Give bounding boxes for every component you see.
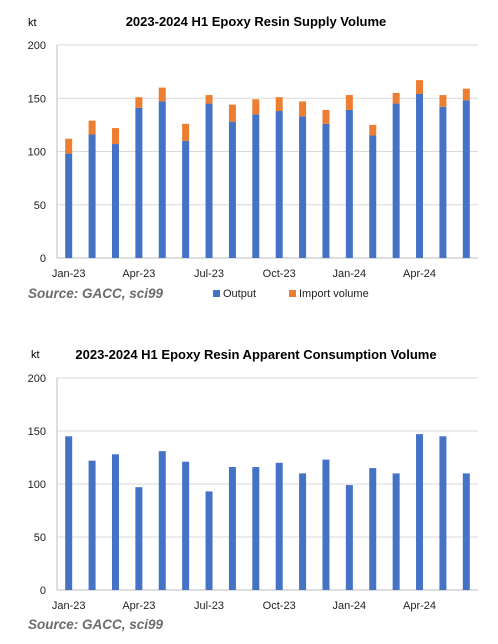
- bar-output: [345, 109, 353, 258]
- bar-output: [158, 101, 166, 258]
- y-axis-unit: kt: [28, 17, 37, 29]
- gridlines: [56, 44, 478, 259]
- bar-import: [275, 97, 283, 112]
- bar-import: [462, 88, 470, 101]
- bar-consumption: [369, 468, 377, 590]
- bar-output: [65, 153, 73, 258]
- bar-import: [416, 80, 424, 94]
- x-tick-label: Apr-23: [122, 600, 155, 612]
- chart-title: 2023-2024 H1 Epoxy Resin Supply Volume: [126, 14, 387, 29]
- bar-output: [439, 106, 447, 259]
- y-tick-label: 150: [28, 93, 46, 105]
- y-axis-unit: kt: [31, 349, 40, 361]
- bar-consumption: [322, 459, 330, 590]
- x-tick-labels: Jan-23 Apr-23 Jul-23 Oct-23 Jan-24 Apr-24: [52, 600, 436, 612]
- x-tick-label: Jan-23: [52, 268, 86, 280]
- x-tick-label: Jan-24: [333, 268, 367, 280]
- bar-import: [392, 92, 400, 104]
- y-tick-labels: 0 50 100 150 200: [28, 373, 46, 597]
- legend-label-output: Output: [223, 288, 256, 300]
- bar-consumption: [416, 434, 424, 590]
- bar-output: [252, 114, 260, 258]
- bar-consumption: [439, 436, 447, 590]
- bars: [65, 80, 470, 259]
- bar-output: [369, 135, 377, 258]
- bar-output: [182, 140, 190, 258]
- bar-consumption: [158, 451, 166, 590]
- legend-swatch-import: [289, 290, 296, 297]
- bar-output: [392, 103, 400, 258]
- bar-import: [322, 109, 330, 124]
- bar-import: [228, 104, 236, 122]
- bar-output: [322, 123, 330, 258]
- bar-consumption: [275, 462, 283, 590]
- bar-output: [135, 107, 143, 259]
- x-tick-label: Apr-24: [403, 600, 436, 612]
- bar-output: [228, 121, 236, 259]
- bar-output: [88, 134, 96, 258]
- bar-import: [205, 95, 213, 104]
- x-tick-label: Oct-23: [263, 600, 296, 612]
- bar-consumption: [88, 460, 96, 590]
- bar-consumption: [135, 487, 143, 590]
- bar-import: [252, 99, 260, 115]
- supply-volume-chart: 2023-2024 H1 Epoxy Resin Supply Volume k…: [28, 14, 478, 301]
- x-tick-label: Apr-24: [403, 268, 436, 280]
- apparent-consumption-chart: 2023-2024 H1 Epoxy Resin Apparent Consum…: [28, 347, 478, 632]
- bar-output: [416, 93, 424, 259]
- bar-import: [111, 128, 119, 145]
- bar-output: [205, 103, 213, 258]
- bar-import: [439, 95, 447, 107]
- bar-output: [111, 144, 119, 258]
- bar-import: [299, 101, 307, 117]
- source-note: Source: GACC, sci99: [28, 286, 164, 301]
- bar-output: [275, 111, 283, 258]
- y-tick-label: 50: [34, 200, 46, 212]
- x-tick-labels: Jan-23 Apr-23 Jul-23 Oct-23 Jan-24 Apr-24: [52, 268, 436, 280]
- bar-consumption: [228, 467, 236, 590]
- y-tick-label: 0: [40, 585, 46, 597]
- source-note: Source: GACC, sci99: [28, 617, 164, 632]
- legend-swatch-output: [213, 290, 220, 297]
- bar-consumption: [462, 473, 470, 590]
- bar-import: [345, 95, 353, 110]
- bar-output: [299, 116, 307, 258]
- y-tick-label: 100: [28, 479, 46, 491]
- bars: [65, 434, 470, 590]
- bar-consumption: [345, 485, 353, 590]
- bar-output: [462, 100, 470, 258]
- bar-consumption: [299, 473, 307, 590]
- x-tick-label: Jul-23: [194, 600, 224, 612]
- chart-title: 2023-2024 H1 Epoxy Resin Apparent Consum…: [75, 347, 436, 362]
- y-tick-label: 200: [28, 40, 46, 52]
- gridlines: [56, 377, 478, 591]
- bar-import: [65, 138, 73, 154]
- legend: Output Import volume: [213, 288, 369, 300]
- bar-consumption: [205, 491, 213, 590]
- bar-consumption: [182, 461, 190, 590]
- y-tick-label: 50: [34, 532, 46, 544]
- y-tick-labels: 0 50 100 150 200: [28, 40, 46, 265]
- bar-import: [158, 87, 166, 102]
- bar-import: [182, 123, 190, 141]
- bar-import: [135, 97, 143, 108]
- bar-import: [88, 120, 96, 135]
- y-tick-label: 150: [28, 426, 46, 438]
- x-tick-label: Jan-23: [52, 600, 86, 612]
- y-tick-label: 100: [28, 147, 46, 159]
- bar-consumption: [111, 454, 119, 590]
- x-tick-label: Oct-23: [263, 268, 296, 280]
- x-tick-label: Jan-24: [333, 600, 367, 612]
- bar-consumption: [252, 467, 260, 590]
- x-tick-label: Apr-23: [122, 268, 155, 280]
- bar-consumption: [65, 436, 73, 590]
- x-tick-label: Jul-23: [194, 268, 224, 280]
- bar-import: [369, 124, 377, 136]
- bar-consumption: [392, 473, 400, 590]
- y-tick-label: 0: [40, 253, 46, 265]
- legend-label-import: Import volume: [299, 288, 369, 300]
- y-tick-label: 200: [28, 373, 46, 385]
